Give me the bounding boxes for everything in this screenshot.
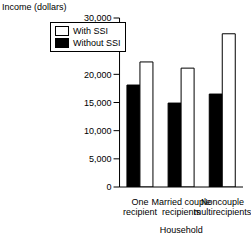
svg-text:25,000: 25,000 — [84, 41, 112, 51]
svg-text:30,000: 30,000 — [84, 13, 112, 23]
svg-text:5,000: 5,000 — [89, 154, 112, 164]
svg-text:15,000: 15,000 — [84, 98, 112, 108]
svg-text:20,000: 20,000 — [84, 70, 112, 80]
svg-text:0: 0 — [107, 182, 112, 192]
svg-text:Household: Household — [160, 225, 203, 235]
svg-text:Noncouplemultirecipients: Noncouplemultirecipients — [194, 197, 243, 217]
svg-text:10,000: 10,000 — [84, 126, 112, 136]
